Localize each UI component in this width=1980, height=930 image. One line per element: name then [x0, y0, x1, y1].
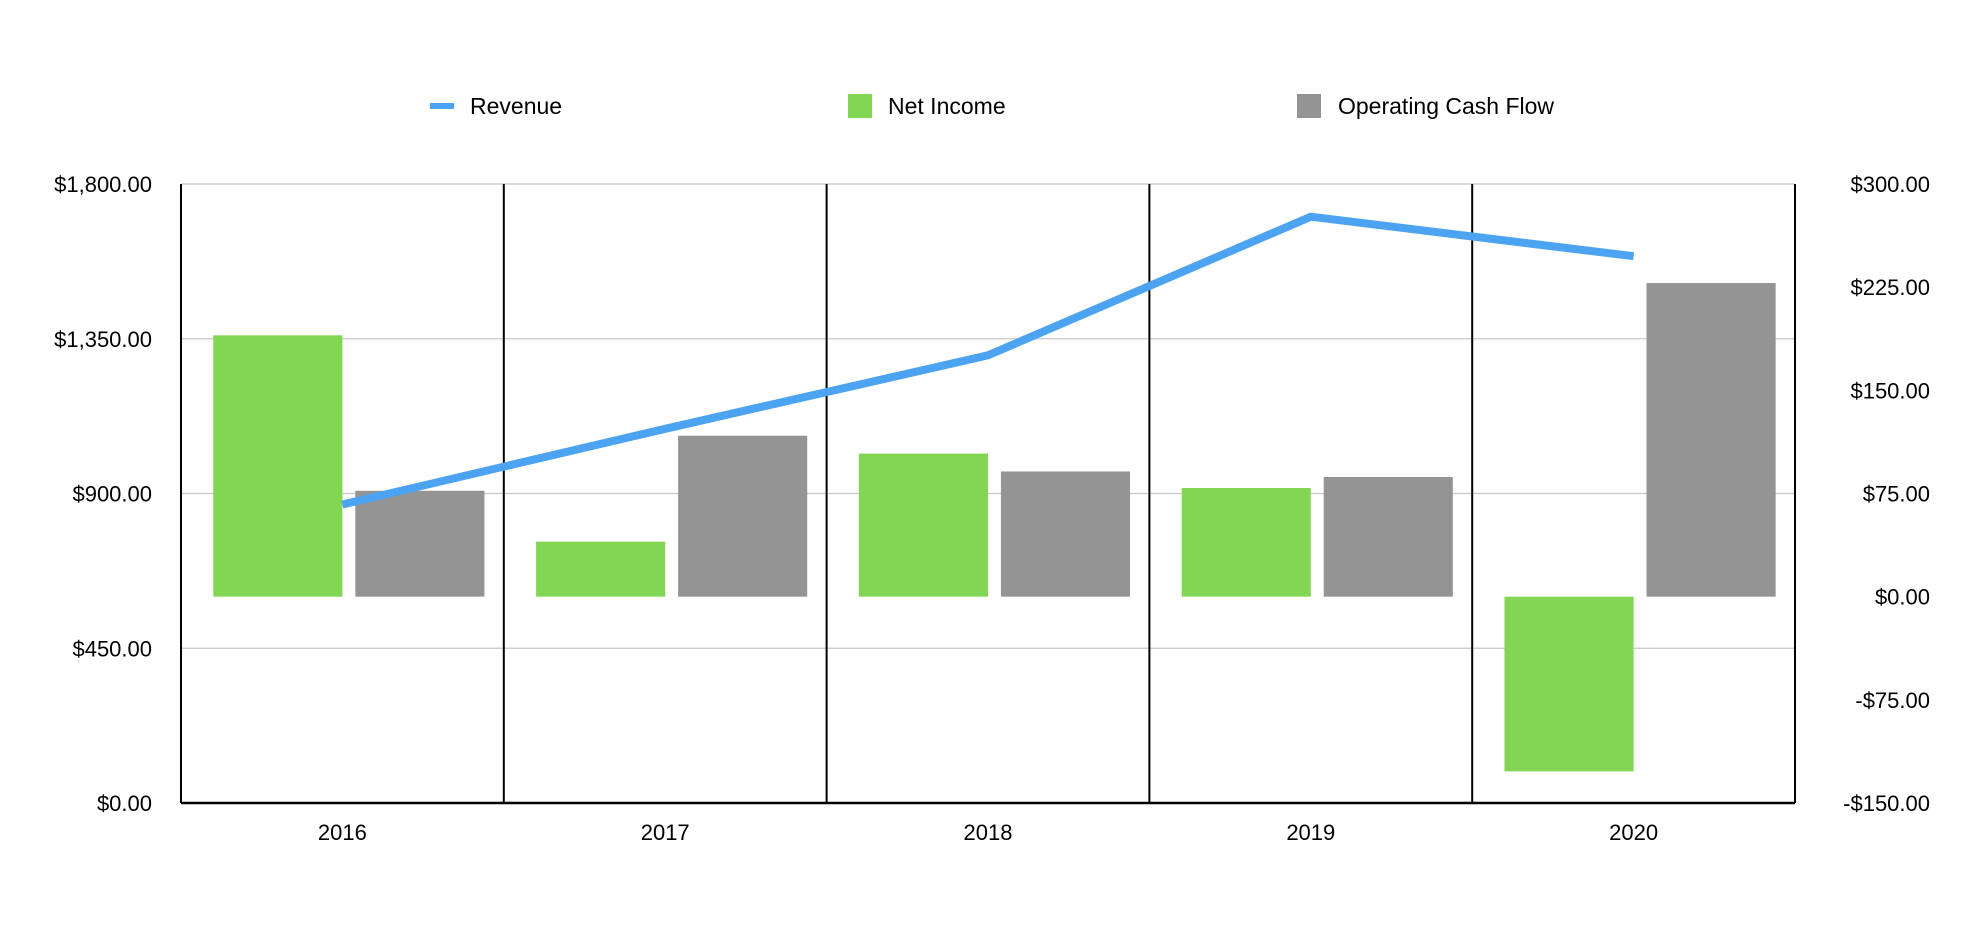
right-tick-label: $300.00	[1850, 172, 1930, 197]
net-income-bar-2016	[213, 335, 343, 597]
revenue-line	[341, 212, 1635, 509]
operating-cash-flow-bar-2017	[678, 435, 808, 597]
right-tick-label: $0.00	[1875, 585, 1930, 610]
left-tick-label: $450.00	[72, 636, 152, 661]
legend: Revenue Net Income Operating Cash Flow	[430, 93, 1554, 119]
revenue-line-layer	[341, 212, 1635, 509]
right-tick-label: $75.00	[1863, 482, 1930, 507]
operating-cash-flow-bar-2020	[1646, 283, 1776, 597]
net-income-bar-2018	[858, 453, 988, 597]
bars	[213, 283, 1776, 772]
left-tick-label: $900.00	[72, 482, 152, 507]
left-tick-label: $1,800.00	[54, 172, 152, 197]
legend-item-revenue: Revenue	[430, 93, 562, 119]
operating-cash-flow-bar-2016	[355, 490, 485, 597]
operating-cash-flow-bar-2019	[1323, 476, 1453, 597]
legend-item-operating-cash-flow: Operating Cash Flow	[1297, 93, 1554, 119]
left-tick-label: $1,350.00	[54, 327, 152, 352]
net-income-bar-2020	[1504, 596, 1634, 772]
x-tick-label: 2016	[318, 820, 367, 845]
right-tick-label: $225.00	[1850, 275, 1930, 300]
legend-label-revenue: Revenue	[470, 93, 562, 119]
axes	[180, 184, 1796, 805]
legend-label-net-income: Net Income	[888, 93, 1006, 119]
x-tick-label: 2018	[964, 820, 1013, 845]
legend-swatch-net-income	[848, 94, 872, 118]
legend-item-net-income: Net Income	[848, 93, 1006, 119]
net-income-bar-2017	[536, 541, 666, 597]
legend-swatch-revenue	[430, 103, 454, 109]
right-tick-label: -$150.00	[1843, 791, 1930, 816]
operating-cash-flow-bar-2018	[1000, 471, 1131, 597]
tick-labels: $0.00 $450.00 $900.00 $1,350.00 $1,800.00 -$1…	[54, 172, 1930, 845]
net-income-bar-2019	[1181, 487, 1311, 597]
x-tick-label: 2017	[641, 820, 690, 845]
left-tick-label: $0.00	[97, 791, 152, 816]
legend-label-operating-cash-flow: Operating Cash Flow	[1338, 93, 1554, 119]
right-tick-label: -$75.00	[1855, 688, 1930, 713]
x-tick-label: 2019	[1286, 820, 1335, 845]
x-tick-label: 2020	[1609, 820, 1658, 845]
legend-swatch-operating-cash-flow	[1297, 94, 1321, 118]
right-tick-label: $150.00	[1850, 378, 1930, 403]
